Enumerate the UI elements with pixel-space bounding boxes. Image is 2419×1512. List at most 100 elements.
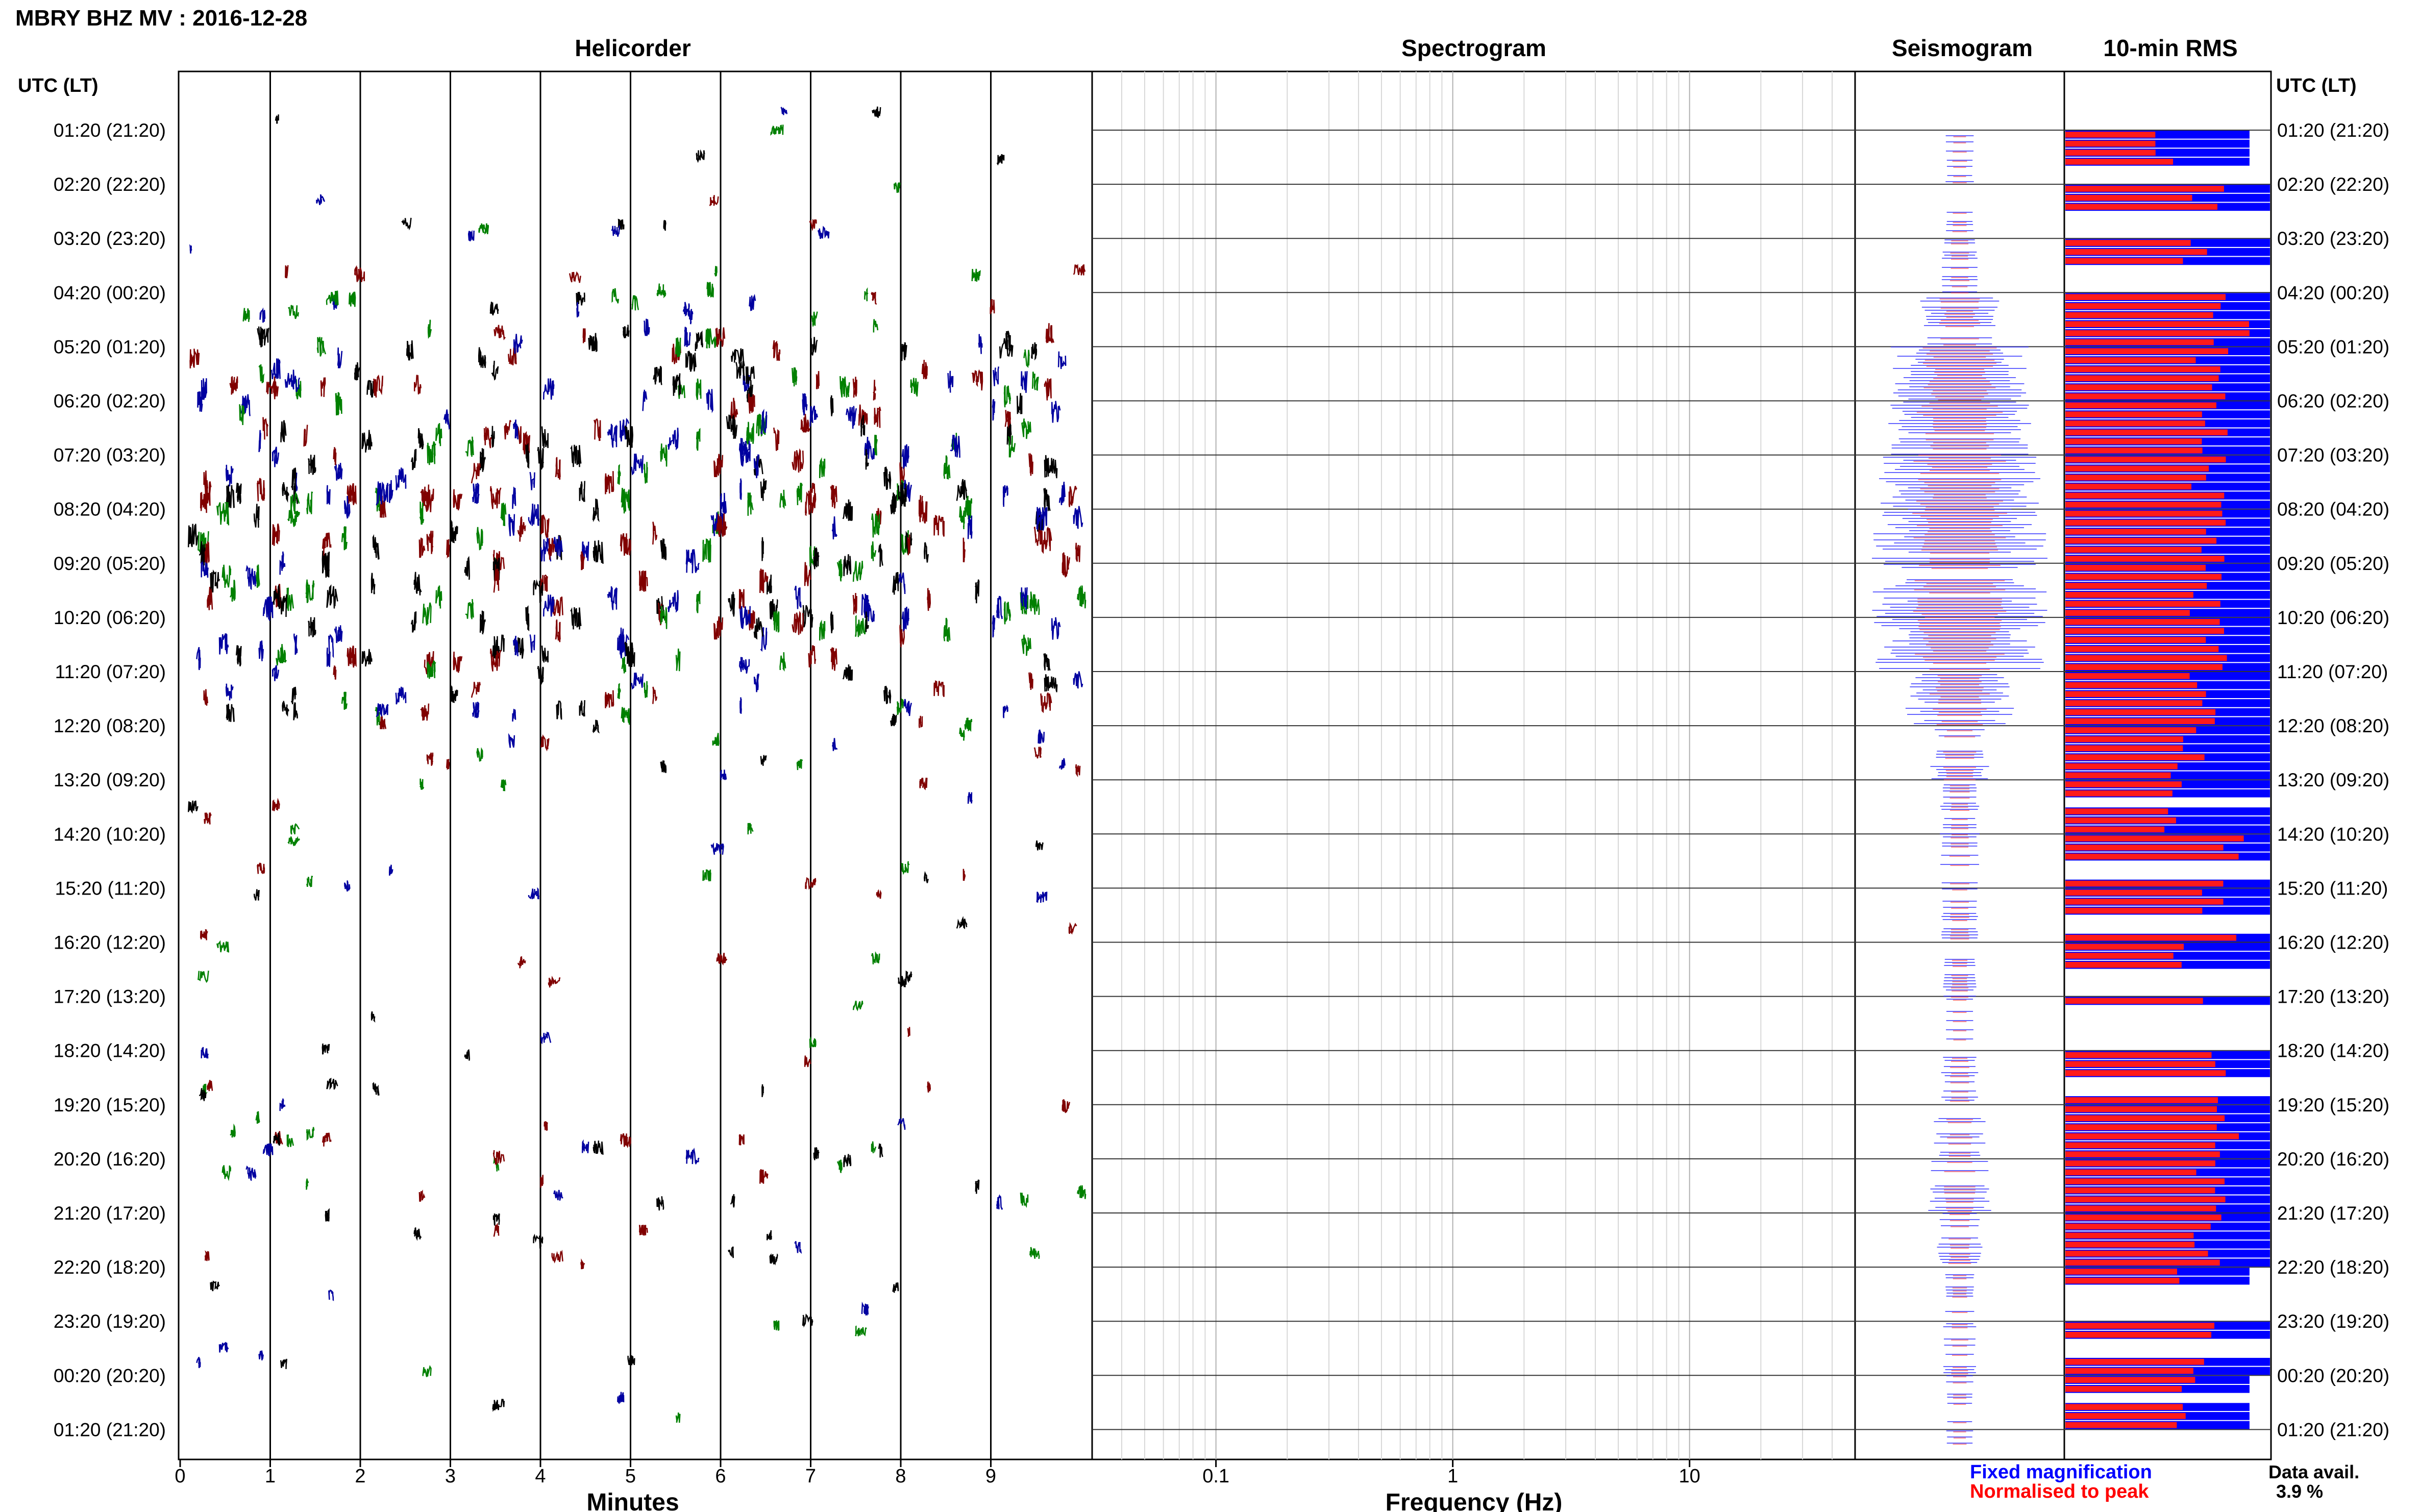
helicorder-event-trace [207,1080,213,1092]
helicorder-event-trace [308,455,316,475]
helicorder-event-trace [579,700,585,716]
helicorder-event-trace [843,554,852,577]
figure-title: MBRY BHZ MV : 2016-12-28 [15,6,307,31]
helicorder-event-trace [1021,418,1031,439]
rms-normalised-bar [2065,1205,2216,1211]
helicorder-event-trace [325,1208,330,1222]
helicorder-event-trace [366,380,375,398]
helicorder-event-trace [525,605,530,631]
rms-normalised-bar [2065,953,2174,959]
rms-normalised-bar [2065,1133,2239,1139]
minute-tick-label: 8 [895,1466,906,1487]
rms-normalised-bar [2065,132,2156,138]
rms-normalised-bar [2065,1106,2217,1112]
helicorder-event-trace [924,542,929,563]
helicorder-event-trace [716,513,728,537]
helicorder-event-trace [927,1081,931,1093]
rms-normalised-bar [2065,1377,2195,1383]
rms-normalised-bar [2065,1052,2212,1058]
helicorder-event-trace [201,378,207,401]
helicorder-event-trace [413,572,422,596]
helicorder-event-trace [770,125,784,136]
rms-normalised-bar [2065,754,2205,760]
helicorder-event-trace [280,1358,287,1369]
rms-normalised-bar [2065,1250,2208,1257]
helicorder-event-trace [418,1189,426,1202]
time-label-right: 17:20 (13:20) [2277,986,2389,1007]
rms-normalised-bar [2065,808,2168,814]
time-label-left: 04:20 (00:20) [54,282,166,303]
time-label-right: 10:20 (06:20) [2277,607,2389,628]
helicorder-event-trace [897,572,906,594]
grid-lines [269,71,2271,1459]
rms-normalised-bar [2065,817,2176,824]
helicorder-event-trace [642,389,648,411]
helicorder-event-trace [492,1150,505,1166]
helicorder-event-trace [271,798,280,811]
time-label-right: 23:20 (19:20) [2277,1311,2389,1332]
helicorder-event-trace [529,634,535,653]
helicorder-event-trace [287,507,301,527]
rms-normalised-bar [2065,1413,2186,1419]
rms-normalised-bar [2065,745,2183,752]
data-avail-value: 3.9 % [2276,1481,2323,1502]
rms-normalised-bar [2065,375,2219,382]
helicorder-event-trace [1003,601,1011,625]
helicorder-event-trace [871,513,880,538]
helicorder-event-trace [1075,764,1081,778]
helicorder-event-trace [871,541,877,561]
rms-normalised-bar [2065,402,2216,409]
rms-normalised-bar [2065,781,2182,787]
helicorder-event-trace [453,489,463,511]
rms-normalised-bar [2065,1259,2220,1266]
helicorder-panel-title: Helicorder [575,35,691,61]
helicorder-event-trace [225,683,234,701]
helicorder-event-trace [638,1225,648,1236]
helicorder-event-trace [380,493,387,518]
helicorder-event-trace [738,657,750,674]
time-label-right: 03:20 (23:20) [2277,228,2389,249]
helicorder-event-trace [852,377,857,398]
helicorder-event-trace [607,586,618,610]
helicorder-event-trace [422,602,432,626]
helicorder-event-trace [541,426,549,449]
helicorder-event-trace [852,592,857,615]
helicorder-event-trace [570,444,582,467]
helicorder-event-trace [876,889,882,899]
helicorder-event-trace [631,295,639,311]
rms-normalised-bar [2065,1331,2212,1338]
helicorder-event-trace [594,418,601,441]
rms-normalised-bar [2065,944,2184,950]
rms-normalised-bar [2065,303,2221,309]
helicorder-event-trace [739,478,742,500]
helicorder-event-trace [544,1121,548,1131]
helicorder-event-trace [739,606,751,629]
helicorder-event-trace [230,1123,236,1138]
helicorder-event-trace [556,700,562,720]
helicorder-event-trace [326,648,331,667]
helicorder-event-trace [354,362,360,381]
helicorder-event-trace [533,579,544,603]
rms-normalised-bar [2065,447,2203,454]
helicorder-event-trace [443,409,451,430]
helicorder-event-trace [890,713,897,727]
helicorder-event-trace [999,338,1014,359]
helicorder-event-trace [773,610,780,633]
helicorder-event-trace [800,414,810,433]
helicorder-event-trace [871,951,880,964]
helicorder-event-trace [1077,1185,1087,1199]
helicorder-event-trace [993,366,1000,386]
helicorder-event-trace [852,560,863,582]
helicorder-event-trace [273,1131,281,1146]
helicorder-event-trace [943,617,951,642]
helicorder-event-trace [376,481,389,506]
time-label-left: 07:20 (03:20) [54,445,166,466]
helicorder-event-trace [728,591,734,614]
helicorder-event-trace [204,541,210,563]
helicorder-event-trace [581,541,589,561]
helicorder-event-trace [417,428,424,450]
helicorder-event-trace [836,1159,843,1173]
helicorder-event-trace [1077,585,1087,609]
time-label-left: 03:20 (23:20) [54,228,166,249]
helicorder-event-trace [410,449,417,470]
